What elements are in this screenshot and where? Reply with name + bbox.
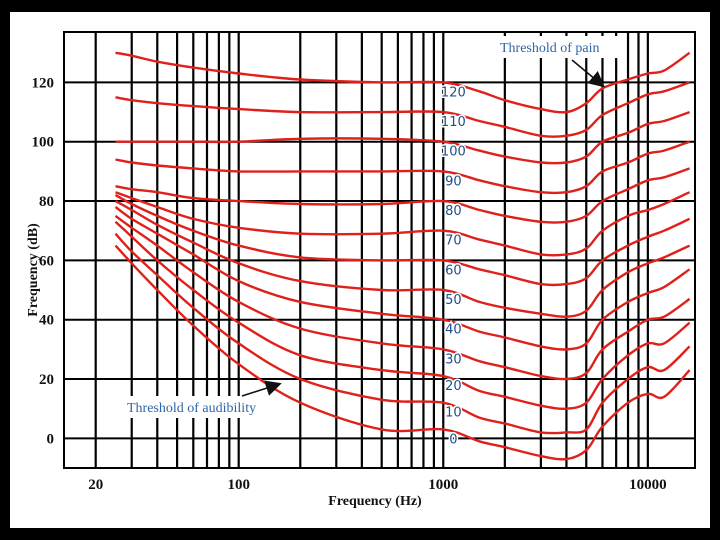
phon-label-40: 40 [445, 323, 462, 338]
curve-90-phon [115, 140, 691, 195]
curve-100-phon [115, 110, 691, 165]
curve-110-phon [115, 81, 691, 138]
x-tick-100: 100 [227, 477, 250, 493]
phon-label-110: 110 [441, 115, 466, 130]
y-tick-100: 100 [32, 135, 55, 151]
curve-60-phon [114, 194, 691, 287]
y-tick-0: 0 [47, 431, 55, 447]
phon-label-70: 70 [445, 234, 462, 249]
phon-label-90: 90 [445, 174, 462, 189]
phon-label-50: 50 [445, 293, 462, 308]
phon-label-60: 60 [445, 263, 462, 278]
curve-20-phon [114, 220, 691, 410]
loudness-curves [114, 51, 691, 461]
chart-panel: 120 110 100 90 80 70 60 50 40 30 20 10 0 0 20 40 60 80 10… [10, 12, 710, 528]
phon-label-10: 10 [445, 406, 462, 421]
y-tick-120: 120 [32, 75, 55, 91]
threshold-of-audibility-box [122, 396, 282, 418]
y-tick-20: 20 [39, 372, 54, 388]
curve-70-phon [115, 191, 691, 257]
curve-10-phon [114, 232, 691, 435]
y-tick-labels: 0 20 40 60 80 100 120 [32, 75, 55, 447]
phon-label-80: 80 [445, 204, 462, 219]
phon-label-100: 100 [441, 145, 466, 160]
phon-label-120: 120 [441, 85, 466, 100]
y-tick-80: 80 [39, 194, 54, 210]
x-tick-1000: 1000 [428, 477, 458, 493]
phon-label-30: 30 [445, 352, 462, 367]
y-tick-40: 40 [39, 313, 54, 329]
curve-80-phon [115, 167, 691, 224]
phon-label-0: 0 [449, 432, 457, 447]
threshold-of-audibility-label: Threshold of audibility [127, 401, 256, 416]
curve-120-phon [115, 51, 691, 114]
plot-frame [63, 31, 696, 469]
curve-0-phon [114, 244, 691, 461]
curve-30-phon [114, 214, 691, 381]
threshold-of-pain-annotation: Threshold of pain [496, 36, 620, 88]
x-tick-10000: 10000 [629, 477, 667, 493]
phon-label-20: 20 [445, 379, 462, 394]
y-axis-title: Frequency (dB) [26, 223, 41, 317]
curve-50-phon [114, 200, 691, 318]
y-tick-60: 60 [39, 253, 54, 269]
threshold-of-pain-label: Threshold of pain [500, 41, 600, 56]
threshold-of-pain-box [496, 36, 620, 58]
threshold-of-audibility-annotation: Threshold of audibility [122, 380, 282, 418]
threshold-of-pain-arrow [571, 59, 605, 88]
threshold-of-audibility-arrow [241, 380, 282, 397]
x-tick-20: 20 [88, 477, 103, 493]
x-axis-title: Frequency (Hz) [328, 494, 422, 509]
curve-40-phon [114, 206, 691, 351]
x-tick-labels: 20 100 1000 10000 [88, 477, 666, 493]
